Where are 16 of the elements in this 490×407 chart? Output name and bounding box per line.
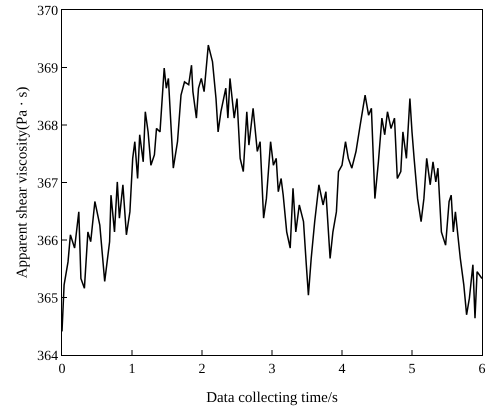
x-tick-label: 0 bbox=[58, 362, 66, 377]
x-tick-label: 6 bbox=[478, 362, 486, 377]
x-tick-label: 5 bbox=[408, 362, 416, 377]
y-tick-label: 364 bbox=[37, 348, 58, 364]
y-tick-label: 368 bbox=[37, 118, 58, 134]
y-tick-label: 367 bbox=[37, 176, 58, 192]
y-tick-label: 366 bbox=[37, 234, 58, 249]
x-tick-label: 3 bbox=[268, 362, 276, 377]
x-tick-label: 2 bbox=[198, 362, 206, 377]
y-tick-label: 370 bbox=[37, 4, 58, 19]
y-tick-label: 365 bbox=[37, 291, 58, 306]
y-tick-label: 369 bbox=[37, 61, 58, 76]
x-axis-title: Data collecting time/s bbox=[206, 390, 338, 406]
x-tick-label: 1 bbox=[128, 362, 136, 377]
y-axis-title: Apparent shear viscosity(Pa · s) bbox=[14, 86, 30, 278]
x-tick-label: 4 bbox=[338, 362, 346, 377]
